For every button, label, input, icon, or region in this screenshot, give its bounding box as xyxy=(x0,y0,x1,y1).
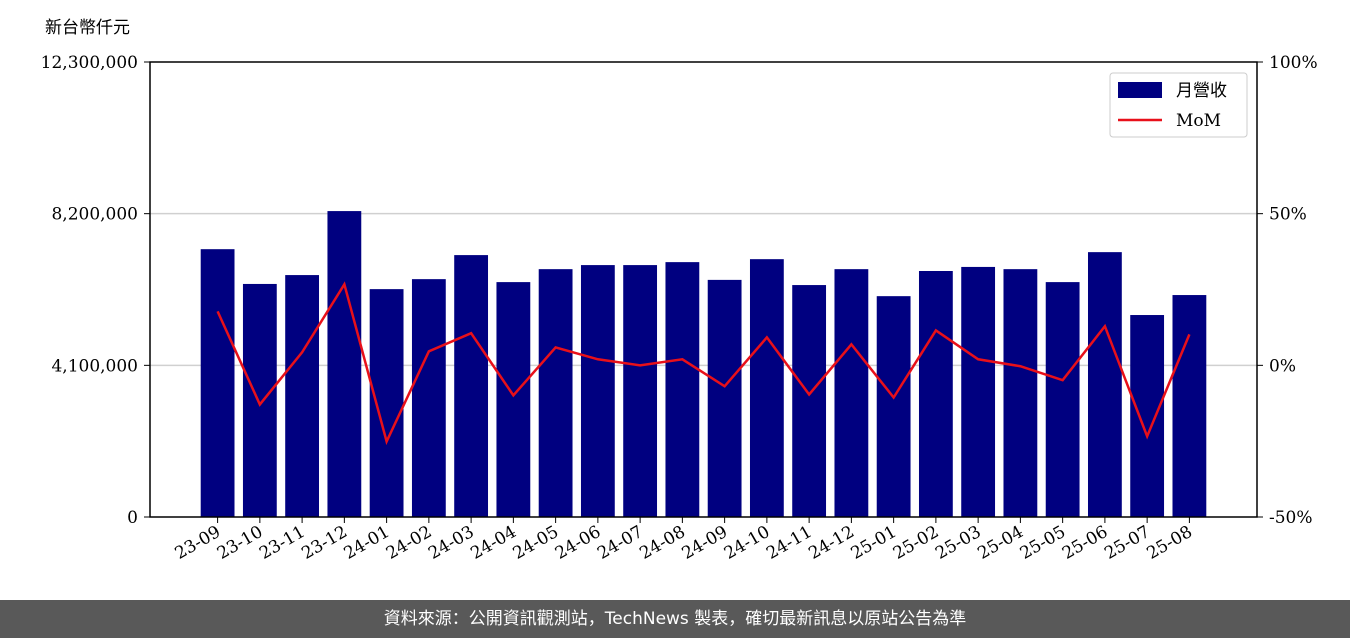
x-tick-label: 25-08 xyxy=(1143,522,1195,564)
y-tick-label: 0 xyxy=(127,508,138,528)
x-tick-label: 24-07 xyxy=(594,522,646,564)
x-tick-label: 25-02 xyxy=(890,522,942,564)
x-tick-label: 24-05 xyxy=(510,522,562,564)
bar xyxy=(369,289,404,517)
x-tick-label: 24-11 xyxy=(763,522,815,564)
bar xyxy=(580,265,615,517)
bar xyxy=(665,262,700,517)
bar xyxy=(200,249,235,517)
bar xyxy=(792,285,827,517)
bar xyxy=(538,269,573,517)
bar xyxy=(1130,315,1165,517)
x-tick-label: 24-04 xyxy=(467,522,519,564)
chart: 新台幣仟元 0 4,100,000 8,200,000 12,300,000 -50% 0… xyxy=(41,18,1318,564)
bar xyxy=(1087,252,1122,517)
x-tick-label: 23-12 xyxy=(298,522,350,564)
bar xyxy=(454,255,489,517)
x-tick-label: 24-03 xyxy=(425,522,477,564)
x-tick-label: 24-09 xyxy=(679,522,731,564)
legend-label: 月營收 xyxy=(1176,81,1227,101)
bar xyxy=(918,271,953,517)
x-tick-label: 25-06 xyxy=(1059,522,1111,564)
y2-tick-label: 50% xyxy=(1269,205,1307,225)
x-tick-label: 24-08 xyxy=(636,522,688,564)
legend-swatch xyxy=(1118,82,1162,98)
bar xyxy=(496,282,531,517)
x-tick-label: 25-01 xyxy=(848,522,900,564)
x-tick-label: 24-10 xyxy=(721,522,773,564)
x-tick-label: 25-03 xyxy=(932,522,984,564)
x-tick-label: 24-06 xyxy=(552,522,604,564)
source-footer: 資料來源：公開資訊觀測站，TechNews 製表，確切最新訊息以原站公告為準 xyxy=(0,600,1350,638)
bar xyxy=(1045,282,1080,517)
x-tick-label: 24-02 xyxy=(383,522,435,564)
x-tick-label: 23-09 xyxy=(172,522,224,564)
x-tick-label: 24-01 xyxy=(341,522,393,564)
bar xyxy=(834,269,869,517)
bar xyxy=(876,296,911,517)
x-tick-label: 23-10 xyxy=(214,522,266,564)
bar xyxy=(623,265,658,517)
x-tick-label: 25-05 xyxy=(1017,522,1069,564)
bar xyxy=(1172,295,1207,517)
bar xyxy=(242,283,277,517)
y2-tick-label: 100% xyxy=(1269,53,1318,73)
y-tick-label: 4,100,000 xyxy=(51,356,138,376)
y2-tick-label: -50% xyxy=(1269,508,1313,528)
x-tick-label: 25-04 xyxy=(974,522,1026,564)
y-tick-label: 12,300,000 xyxy=(41,53,138,73)
bar xyxy=(707,279,742,517)
y-tick-label: 8,200,000 xyxy=(51,205,138,225)
x-tick-label: 25-07 xyxy=(1101,522,1153,564)
legend-label: MoM xyxy=(1176,111,1221,131)
plot-frame xyxy=(149,61,1258,518)
line xyxy=(216,281,1191,446)
bar xyxy=(285,275,320,517)
x-tick-label: 24-12 xyxy=(805,522,857,564)
bar xyxy=(327,211,362,517)
bar xyxy=(1003,269,1038,517)
y2-tick-label: 0% xyxy=(1269,356,1296,376)
x-tick-label: 23-11 xyxy=(256,522,308,564)
bar xyxy=(961,266,996,517)
bar xyxy=(749,259,784,517)
bar xyxy=(411,279,446,517)
y-axis-unit: 新台幣仟元 xyxy=(45,18,130,38)
